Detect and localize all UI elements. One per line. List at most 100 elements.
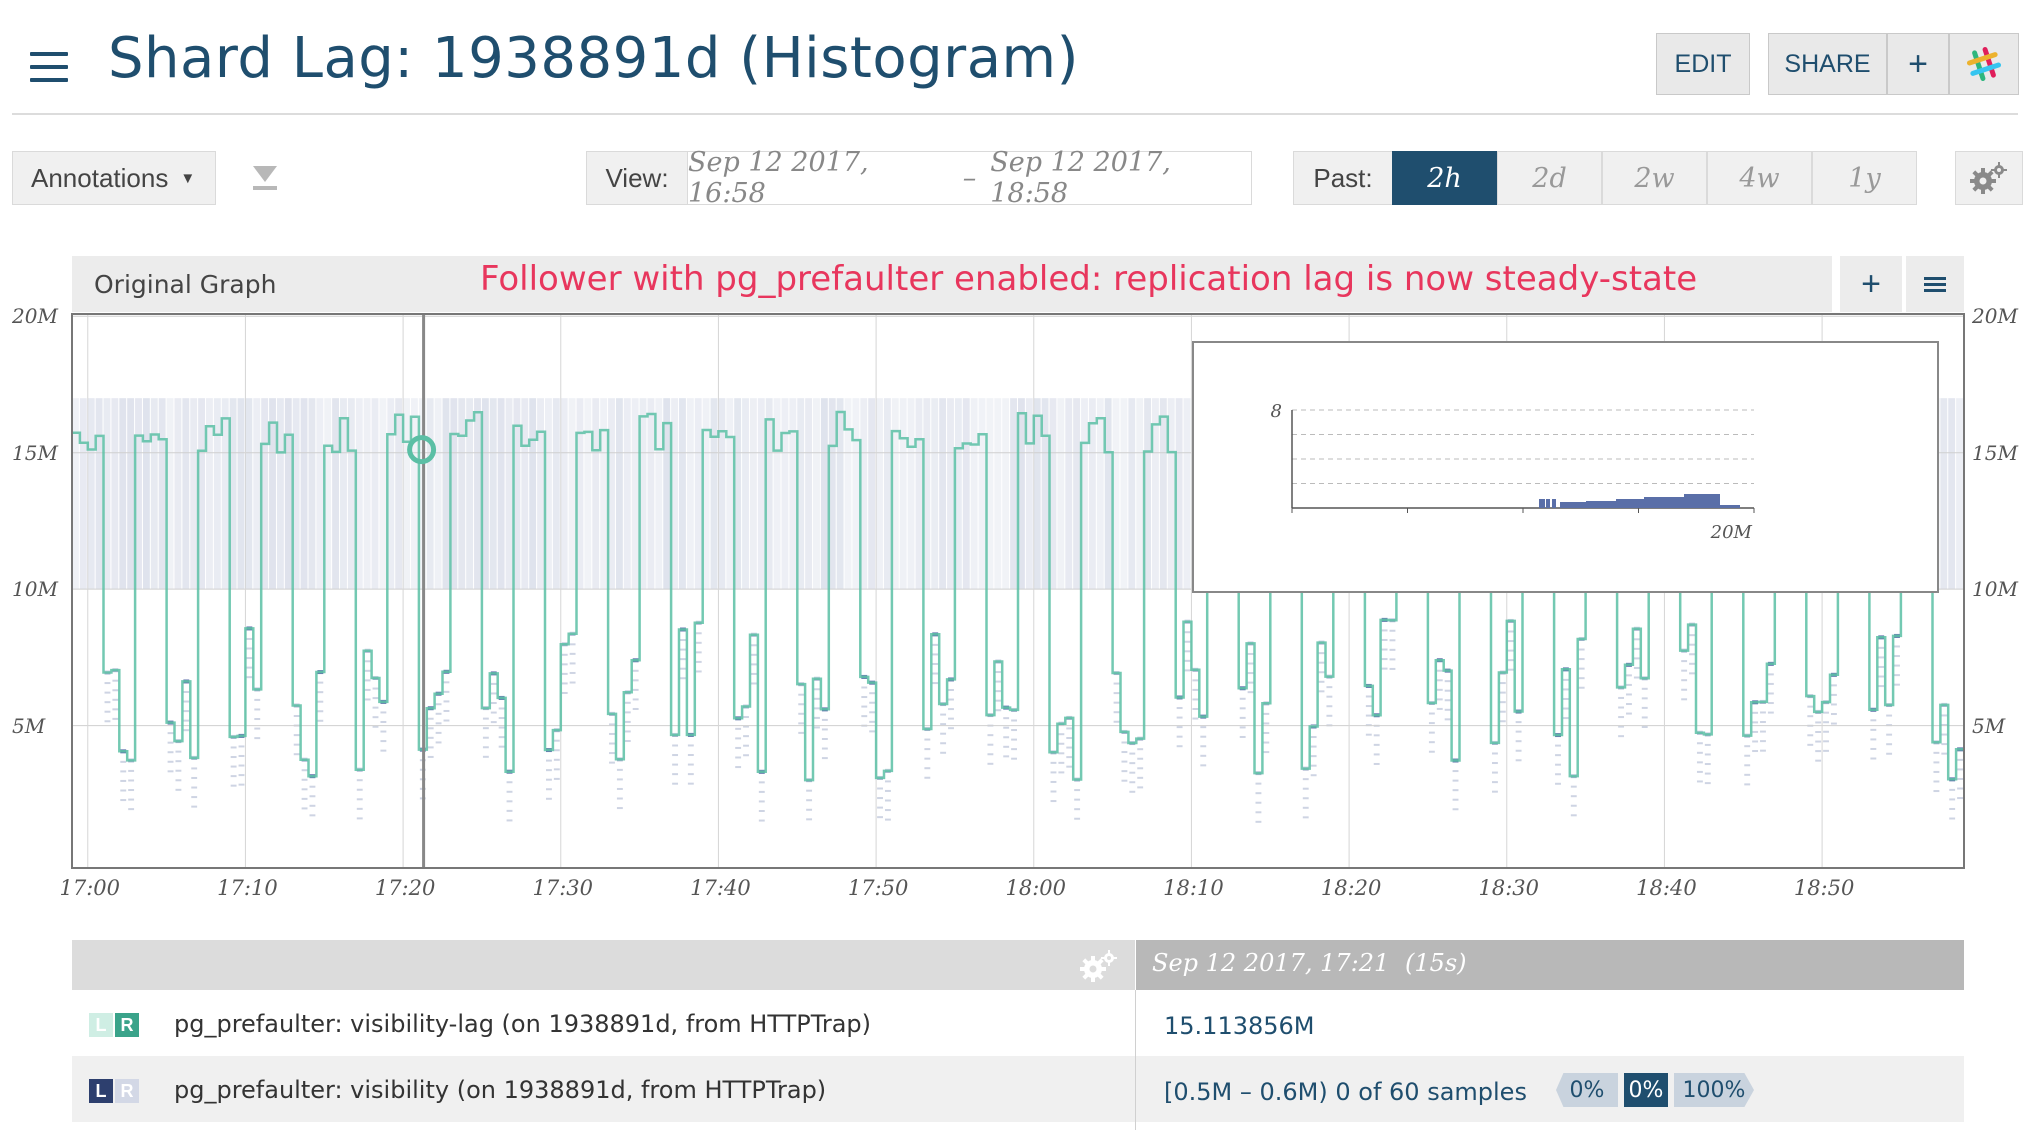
legend-timestamp: Sep 12 2017, 17:21 (15s) [1152, 949, 1467, 977]
range-4w-button[interactable]: 4w [1707, 151, 1812, 205]
graph-tab-label[interactable]: Original Graph [94, 270, 277, 299]
heatmap-cell [1033, 398, 1041, 590]
metric-name: pg_prefaulter: visibility (on 1938891d, … [174, 1076, 827, 1104]
heatmap-cell [924, 738, 931, 741]
heatmap-cell [1011, 729, 1017, 732]
heatmap-cell [1003, 726, 1010, 729]
heatmap-cell [1570, 795, 1577, 798]
popup-bar [1684, 494, 1720, 508]
y-tick-label-left: 10M [12, 577, 58, 602]
heatmap-cell [167, 760, 174, 763]
hamburger-icon[interactable] [30, 52, 70, 84]
heatmap-cell [1137, 757, 1144, 760]
legend-row-label: L R pg_prefaulter: visibility-lag (on 19… [72, 990, 1135, 1056]
heatmap-cell [1159, 398, 1167, 590]
heatmap-cell [1681, 688, 1688, 691]
heatmap-cell [1066, 737, 1073, 740]
heatmap-cell [1025, 398, 1033, 590]
heatmap-cell [695, 641, 702, 644]
heatmap-cell [1492, 752, 1498, 755]
graph-add-button[interactable]: + [1840, 256, 1902, 312]
heatmap-cell [1894, 655, 1900, 658]
heatmap-cell [1562, 688, 1569, 691]
heatmap-cell [1744, 764, 1751, 767]
graph-menu-button[interactable] [1906, 256, 1964, 312]
heatmap-cell [443, 690, 450, 693]
legend-header-right [1136, 940, 1964, 990]
heatmap-cell [128, 798, 135, 801]
heatmap-cell [1578, 658, 1585, 661]
right-axis-badge[interactable]: R [115, 1079, 139, 1103]
heatmap-cell [112, 679, 119, 682]
heatmap-cell [443, 681, 450, 684]
heatmap-cell [1886, 733, 1893, 736]
heatmap-cell [797, 398, 805, 590]
percentile-mid-badge[interactable]: 0% [1624, 1073, 1668, 1107]
heatmap-cell [1807, 715, 1814, 718]
range-2d-button[interactable]: 2d [1497, 151, 1602, 205]
x-tick-label: 18:40 [1636, 876, 1697, 900]
percentile-high-badge[interactable]: 100% [1674, 1073, 1754, 1107]
heatmap-cell [735, 727, 742, 730]
heatmap-cell [1381, 638, 1388, 641]
heatmap-cell [175, 779, 182, 782]
range-2w-button[interactable]: 2w [1602, 151, 1707, 205]
annotation-marker-icon[interactable] [250, 160, 280, 192]
heatmap-cell [1492, 781, 1498, 784]
heatmap-cell [924, 748, 931, 751]
heatmap-cell [1058, 733, 1065, 736]
heatmap-cell [167, 741, 174, 744]
heatmap-cell [450, 398, 458, 590]
heatmap-cell [1436, 707, 1443, 710]
slack-button[interactable] [1949, 33, 2019, 95]
right-axis-badge[interactable]: R [115, 1013, 139, 1037]
heatmap-cell [1310, 764, 1317, 767]
heatmap-cell [1696, 742, 1703, 745]
heatmap-cell [372, 706, 379, 709]
heatmap-cell [1302, 806, 1309, 809]
heatmap-cell [95, 398, 103, 590]
annotations-dropdown[interactable]: Annotations ▼ [12, 151, 216, 205]
heatmap-cell [609, 723, 615, 726]
heatmap-cell [284, 398, 292, 590]
heatmap-cell [254, 737, 261, 740]
left-axis-badge[interactable]: L [89, 1079, 113, 1103]
heatmap-cell [798, 731, 805, 734]
heatmap-cell [820, 398, 828, 590]
heatmap-cell [309, 785, 316, 788]
percentile-low-badge[interactable]: 0% [1556, 1073, 1618, 1107]
share-button[interactable]: SHARE [1768, 33, 1887, 95]
heatmap-cell [1492, 762, 1498, 765]
heatmap-cell [1381, 648, 1388, 651]
left-axis-badge[interactable]: L [89, 1013, 113, 1037]
heatmap-cell [175, 750, 182, 753]
edit-button[interactable]: EDIT [1656, 33, 1750, 95]
graph-annotation-text: Follower with pg_prefaulter enabled: rep… [480, 259, 1698, 299]
range-2h-button[interactable]: 2h [1392, 151, 1497, 205]
heatmap-cell [1011, 757, 1017, 760]
heatmap-cell [615, 398, 623, 590]
heatmap-cell [1310, 755, 1317, 758]
heatmap-cell [1744, 754, 1751, 757]
heatmap-cell [175, 769, 182, 772]
heatmap-cell [1137, 786, 1144, 789]
heatmap-cell [624, 730, 631, 733]
heatmap-cell [1894, 645, 1900, 648]
range-1y-button[interactable]: 1y [1812, 151, 1917, 205]
heatmap-cell [230, 756, 237, 759]
add-button[interactable]: + [1887, 33, 1949, 95]
heatmap-cell [758, 800, 765, 803]
gear-icon[interactable] [1077, 948, 1121, 984]
heatmap-cell [206, 398, 213, 590]
heatmap-cell [1760, 711, 1766, 714]
heatmap-cell [1752, 711, 1759, 714]
x-tick-label: 18:10 [1163, 876, 1224, 900]
caret-down-icon: ▼ [180, 169, 196, 187]
y-tick-label-right: 5M [1972, 713, 2006, 738]
heatmap-cell [1073, 398, 1081, 590]
heatmap-cell [1255, 792, 1262, 795]
heatmap-cell [1137, 767, 1144, 770]
settings-button[interactable] [1955, 151, 2023, 205]
heatmap-cell [1010, 398, 1017, 590]
view-range-input[interactable]: Sep 12 2017, 16:58 – Sep 12 2017, 18:58 [687, 147, 1252, 209]
